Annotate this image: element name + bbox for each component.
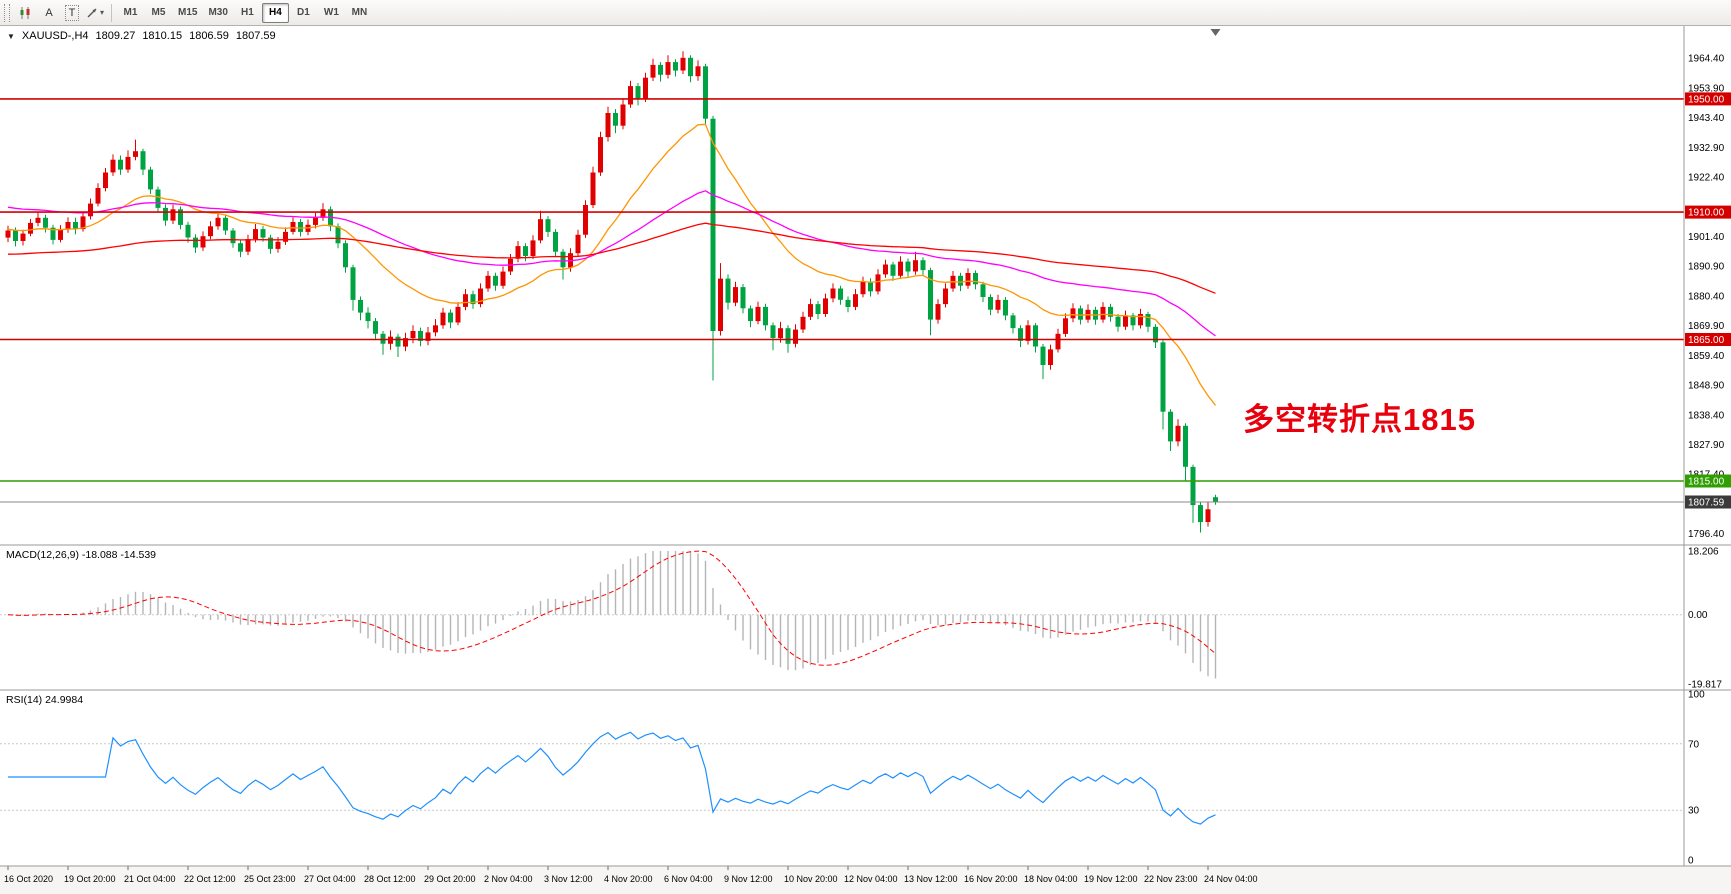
text-tool-button[interactable]: T bbox=[61, 3, 83, 23]
tf-button-H4[interactable]: H4 bbox=[261, 2, 289, 23]
svg-text:19 Nov 12:00: 19 Nov 12:00 bbox=[1084, 874, 1138, 884]
svg-text:4 Nov 20:00: 4 Nov 20:00 bbox=[604, 874, 653, 884]
svg-text:21 Oct 04:00: 21 Oct 04:00 bbox=[124, 874, 176, 884]
svg-text:1950.00: 1950.00 bbox=[1688, 94, 1725, 105]
ohlc-low: 1806.59 bbox=[189, 30, 229, 42]
annotation-text[interactable]: 多空转折点1815 bbox=[1243, 402, 1476, 437]
arrow-tool-icon bbox=[87, 8, 97, 17]
timeframe-toolbar: M1 M5 M15 M30 H1 H4 D1 W1 MN bbox=[117, 2, 373, 23]
svg-text:18.206: 18.206 bbox=[1688, 547, 1719, 558]
svg-text:13 Nov 12:00: 13 Nov 12:00 bbox=[904, 874, 958, 884]
chart-shift-marker[interactable] bbox=[1210, 29, 1221, 36]
shapes-tool-button[interactable]: ▾ bbox=[84, 3, 106, 23]
toolbar-grip[interactable] bbox=[4, 3, 10, 22]
price-tag: 1865.00 bbox=[1685, 333, 1731, 346]
cursor-a-label: A bbox=[45, 6, 53, 19]
price-axis: 1964.40 1953.90 1943.40 1932.90 1922.40 1901.… bbox=[1688, 54, 1725, 541]
caret-down-icon: ▾ bbox=[99, 8, 104, 17]
svg-text:19 Oct 20:00: 19 Oct 20:00 bbox=[64, 874, 116, 884]
svg-text:1796.40: 1796.40 bbox=[1688, 529, 1725, 540]
svg-text:16 Oct 2020: 16 Oct 2020 bbox=[4, 874, 53, 884]
candlestick-icon bbox=[20, 6, 30, 19]
bar-chart-icon[interactable] bbox=[15, 3, 37, 23]
svg-text:22 Oct 12:00: 22 Oct 12:00 bbox=[184, 874, 236, 884]
tf-button-MN[interactable]: MN bbox=[346, 3, 373, 23]
tf-button-D1[interactable]: D1 bbox=[290, 3, 317, 23]
svg-text:1848.90: 1848.90 bbox=[1688, 381, 1725, 392]
svg-text:0.00: 0.00 bbox=[1688, 610, 1708, 621]
rsi-indicator: 100 70 30 0 bbox=[0, 690, 1705, 867]
svg-text:27 Oct 04:00: 27 Oct 04:00 bbox=[304, 874, 356, 884]
svg-text:3 Nov 12:00: 3 Nov 12:00 bbox=[544, 874, 593, 884]
price-tag: 1807.59 bbox=[1685, 495, 1731, 509]
svg-text:1815.00: 1815.00 bbox=[1688, 477, 1725, 488]
svg-text:30: 30 bbox=[1688, 806, 1700, 817]
svg-text:1943.40: 1943.40 bbox=[1688, 113, 1725, 124]
svg-text:1910.00: 1910.00 bbox=[1688, 208, 1725, 219]
price-tag: 1910.00 bbox=[1685, 205, 1731, 219]
cursor-tool-button[interactable]: A bbox=[38, 3, 60, 23]
svg-text:1869.90: 1869.90 bbox=[1688, 321, 1725, 332]
symbol-label: XAUUSD-,H4 bbox=[21, 30, 89, 42]
text-t-label: T bbox=[64, 4, 80, 21]
svg-text:1827.90: 1827.90 bbox=[1688, 440, 1725, 451]
svg-text:10 Nov 20:00: 10 Nov 20:00 bbox=[784, 874, 838, 884]
rsi-line bbox=[8, 731, 1216, 825]
macd-label: MACD(12,26,9) -18.088 -14.539 bbox=[6, 549, 156, 561]
svg-text:22 Nov 23:00: 22 Nov 23:00 bbox=[1144, 874, 1198, 884]
svg-text:1890.90: 1890.90 bbox=[1688, 262, 1725, 273]
svg-text:1964.40: 1964.40 bbox=[1688, 54, 1725, 65]
svg-text:9 Nov 12:00: 9 Nov 12:00 bbox=[724, 874, 773, 884]
svg-text:-19.817: -19.817 bbox=[1688, 680, 1722, 691]
tf-button-M1[interactable]: M1 bbox=[117, 3, 144, 23]
toolbar: A T ▾ M1 M5 M15 M30 H1 H4 D1 W1 MN bbox=[0, 0, 1731, 26]
macd-indicator: 18.206 0.00 -19.817 bbox=[0, 547, 1722, 691]
svg-text:1932.90: 1932.90 bbox=[1688, 143, 1725, 154]
horizontal-price-lines[interactable] bbox=[0, 98, 1684, 482]
svg-text:24 Nov 04:00: 24 Nov 04:00 bbox=[1204, 874, 1258, 884]
tf-button-M5[interactable]: M5 bbox=[145, 3, 172, 23]
macd-signal-line bbox=[7, 550, 1216, 666]
candlestick-series bbox=[5, 51, 1218, 533]
svg-text:1880.40: 1880.40 bbox=[1688, 291, 1725, 302]
toolbar-separator bbox=[111, 3, 112, 22]
svg-text:0: 0 bbox=[1688, 856, 1694, 867]
ohlc-high: 1810.15 bbox=[142, 30, 183, 42]
time-axis: 16 Oct 2020 19 Oct 20:00 21 Oct 04:00 22 Oc… bbox=[0, 866, 1731, 894]
svg-text:1859.40: 1859.40 bbox=[1688, 351, 1725, 362]
ma-slow-red-line bbox=[7, 222, 1216, 294]
svg-text:1838.40: 1838.40 bbox=[1688, 410, 1725, 421]
tf-button-M15[interactable]: M15 bbox=[173, 3, 202, 23]
tf-button-H1[interactable]: H1 bbox=[234, 3, 261, 23]
price-tag: 1950.00 bbox=[1685, 92, 1731, 106]
ma-mid-magenta-line bbox=[7, 190, 1216, 337]
svg-text:28 Oct 12:00: 28 Oct 12:00 bbox=[364, 874, 416, 884]
svg-text:70: 70 bbox=[1688, 739, 1700, 750]
svg-text:1901.40: 1901.40 bbox=[1688, 232, 1725, 243]
svg-text:1953.90: 1953.90 bbox=[1688, 83, 1725, 94]
ma-fast-orange-line bbox=[7, 123, 1217, 406]
svg-text:29 Oct 20:00: 29 Oct 20:00 bbox=[424, 874, 476, 884]
svg-text:100: 100 bbox=[1688, 690, 1705, 701]
ohlc-open: 1809.27 bbox=[95, 30, 136, 42]
svg-text:25 Oct 23:00: 25 Oct 23:00 bbox=[244, 874, 296, 884]
svg-text:1865.00: 1865.00 bbox=[1688, 335, 1725, 346]
svg-text:12 Nov 04:00: 12 Nov 04:00 bbox=[844, 874, 898, 884]
svg-text:2 Nov 04:00: 2 Nov 04:00 bbox=[484, 874, 533, 884]
svg-text:18 Nov 04:00: 18 Nov 04:00 bbox=[1024, 874, 1078, 884]
symbol-ohlc-line: ▼ XAUUSD-,H4 1809.27 1810.15 1806.59 180… bbox=[7, 30, 276, 42]
symbol-dropdown-icon[interactable]: ▼ bbox=[7, 31, 15, 41]
tf-button-W1[interactable]: W1 bbox=[318, 3, 345, 23]
ohlc-close: 1807.59 bbox=[235, 30, 276, 42]
svg-text:1922.40: 1922.40 bbox=[1688, 173, 1725, 184]
svg-text:6 Nov 04:00: 6 Nov 04:00 bbox=[664, 874, 713, 884]
svg-text:1807.59: 1807.59 bbox=[1688, 498, 1725, 509]
tf-button-M30[interactable]: M30 bbox=[203, 3, 232, 23]
rsi-label: RSI(14) 24.9984 bbox=[6, 694, 84, 706]
svg-text:16 Nov 20:00: 16 Nov 20:00 bbox=[964, 874, 1018, 884]
price-tag: 1815.00 bbox=[1685, 474, 1731, 488]
